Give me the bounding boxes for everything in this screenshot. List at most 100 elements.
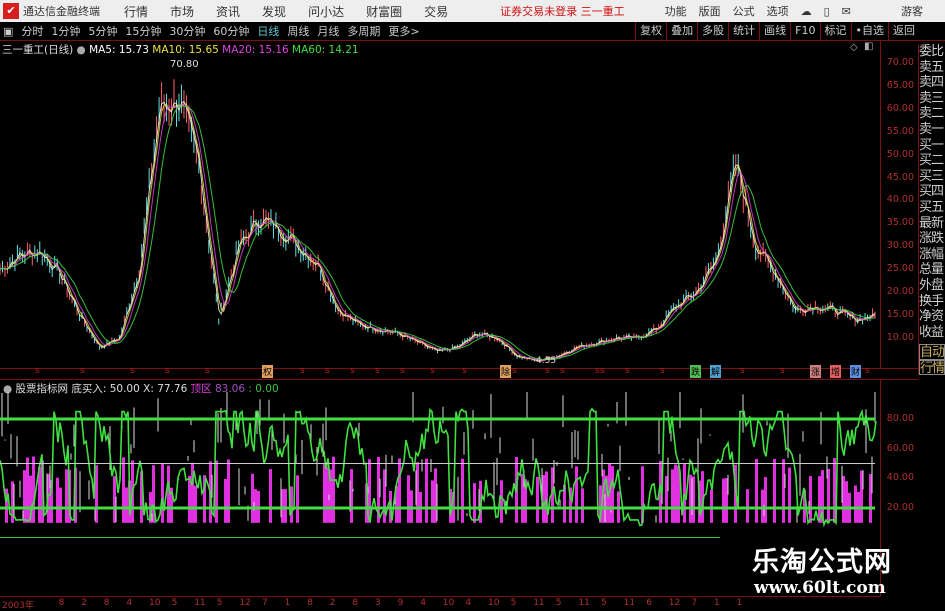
event-dot-marker[interactable]: s <box>625 366 630 376</box>
low-price-label: 4.55 <box>536 356 557 366</box>
toolbar-button[interactable]: 画线 <box>759 22 790 40</box>
toolbar-button[interactable]: 统计 <box>728 22 759 40</box>
event-marker[interactable]: 增 <box>830 365 842 378</box>
zone-bar <box>416 462 419 523</box>
price-tick: 50.00 <box>886 148 914 160</box>
menu-market[interactable]: 市场 <box>170 4 195 19</box>
toolbar-button[interactable]: 返回 <box>888 22 919 40</box>
period-tab[interactable]: 分时 <box>21 25 44 38</box>
period-tab[interactable]: 5分钟 <box>88 25 118 38</box>
event-dot-marker[interactable]: s <box>300 366 305 376</box>
quote-field-label: 买一 <box>919 137 944 153</box>
event-marker[interactable]: 涨 <box>810 365 822 378</box>
quote-field-label: 总量 <box>919 262 944 278</box>
phone-icon[interactable]: ▯ <box>823 4 830 18</box>
period-tab[interactable]: 月线 <box>317 25 340 38</box>
menu-news[interactable]: 资讯 <box>216 4 241 19</box>
indicator-name[interactable]: 股票指标网 <box>15 383 69 395</box>
toolbar-button[interactable]: •自选 <box>850 22 889 40</box>
indicator-tick: 40.00 <box>886 472 914 484</box>
menu-functions[interactable]: 功能 <box>664 5 687 18</box>
event-dot-marker[interactable]: s <box>35 366 40 376</box>
cloud-icon[interactable]: ☁ <box>800 4 812 18</box>
auto-quote-button[interactable]: 自动 <box>919 344 945 361</box>
event-dot-marker[interactable]: s <box>80 366 85 376</box>
panel-toggle-icon[interactable]: ◧ <box>864 41 874 52</box>
toolbar-button[interactable]: 叠加 <box>666 22 697 40</box>
event-dot-marker[interactable]: s <box>600 366 605 376</box>
period-tab[interactable]: 30分钟 <box>169 25 206 38</box>
zone-bar <box>569 487 572 523</box>
time-tick: 10 <box>149 598 161 608</box>
quote-field-label: 买四 <box>919 184 944 200</box>
event-dot-marker[interactable]: s <box>430 366 435 376</box>
event-dot-marker[interactable]: s <box>165 366 170 376</box>
event-marker[interactable]: 解 <box>710 365 722 378</box>
indicator-chart[interactable] <box>0 392 880 532</box>
period-tab[interactable]: 周线 <box>287 25 310 38</box>
time-axis: 2003年 8 2 8 4 10 5 11 5 12 7 1 8 2 8 3 9 4 10 4 10 5 11 5 11 5 11 6… <box>0 596 880 611</box>
settings-icon[interactable]: ● <box>76 44 86 56</box>
zone-bar <box>170 487 173 523</box>
period-tab[interactable]: 更多> <box>388 25 420 38</box>
message-icon[interactable]: ✉ <box>841 4 851 18</box>
event-dot-marker[interactable]: s <box>740 366 745 376</box>
zone-bar <box>227 459 230 523</box>
zone-bar <box>323 463 326 523</box>
login-notice[interactable]: 证券交易未登录 三一重工 <box>500 3 625 19</box>
event-dot-marker[interactable]: s <box>660 366 665 376</box>
event-dot-marker[interactable]: s <box>325 366 330 376</box>
event-dot-marker[interactable]: s <box>865 366 870 376</box>
guest-user[interactable]: 游客 <box>901 5 923 18</box>
quote-field-label: 外盘 <box>919 277 944 293</box>
indicator-settings-icon[interactable]: ● <box>3 383 13 395</box>
toolbar-button[interactable]: 复权 <box>635 22 666 40</box>
period-tab[interactable]: 60分钟 <box>213 25 250 38</box>
stock-link[interactable]: 三一重工 <box>580 5 625 18</box>
event-dot-marker[interactable]: s <box>780 366 785 376</box>
period-tab[interactable]: 日线 <box>257 25 280 38</box>
event-dot-marker[interactable]: s <box>462 366 467 376</box>
zone-bar <box>725 478 728 523</box>
period-tab[interactable]: 1分钟 <box>51 25 81 38</box>
time-tick: 4 <box>465 598 472 608</box>
toolbar-button[interactable]: 标记 <box>819 22 851 40</box>
event-marker[interactable]: 财 <box>850 365 862 378</box>
menu-discover[interactable]: 发现 <box>262 4 287 19</box>
event-dot-marker[interactable]: s <box>545 366 550 376</box>
event-dot-marker[interactable]: s <box>375 366 380 376</box>
event-dot-marker[interactable]: s <box>595 366 600 376</box>
period-tab[interactable]: 15分钟 <box>125 25 162 38</box>
event-marker[interactable]: 除 <box>500 365 512 378</box>
zone-bar <box>689 474 692 523</box>
toolbar-button[interactable]: F10 <box>790 22 819 40</box>
event-dot-marker[interactable]: s <box>512 366 517 376</box>
zone-bar <box>47 473 50 523</box>
toggle-icon[interactable]: ▣ <box>3 24 14 38</box>
menu-wealth[interactable]: 财富圈 <box>366 4 403 19</box>
menu-trade[interactable]: 交易 <box>424 4 449 19</box>
menu-formula[interactable]: 公式 <box>732 5 755 18</box>
menu-quotes[interactable]: 行情 <box>124 4 149 19</box>
quote-field-label: 换手 <box>919 293 944 309</box>
toolbar-button[interactable]: 多股 <box>697 22 728 40</box>
zone-bar <box>167 465 170 523</box>
menu-options[interactable]: 选项 <box>766 5 789 18</box>
event-dot-marker[interactable]: s <box>205 366 210 376</box>
menu-layout[interactable]: 版面 <box>698 5 721 18</box>
period-tab[interactable]: 多周期 <box>347 25 381 38</box>
event-marker[interactable]: 权 <box>262 365 274 378</box>
event-dot-marker[interactable]: s <box>350 366 355 376</box>
event-dot-marker[interactable]: s <box>130 366 135 376</box>
price-chart[interactable] <box>0 55 880 367</box>
event-dot-marker[interactable]: s <box>560 366 565 376</box>
diamond-icon[interactable]: ◇ <box>850 42 858 53</box>
zone-bar <box>332 456 335 523</box>
event-dot-marker[interactable]: s <box>400 366 405 376</box>
event-marker[interactable]: 跌 <box>690 365 702 378</box>
auto-quote-button[interactable]: 行情 <box>919 359 945 376</box>
zone-bar <box>818 476 821 523</box>
quote-field-label: 最新 <box>919 215 944 231</box>
menu-ask[interactable]: 问小达 <box>308 4 345 19</box>
watermark-title: 乐淘公式网 <box>752 547 892 578</box>
